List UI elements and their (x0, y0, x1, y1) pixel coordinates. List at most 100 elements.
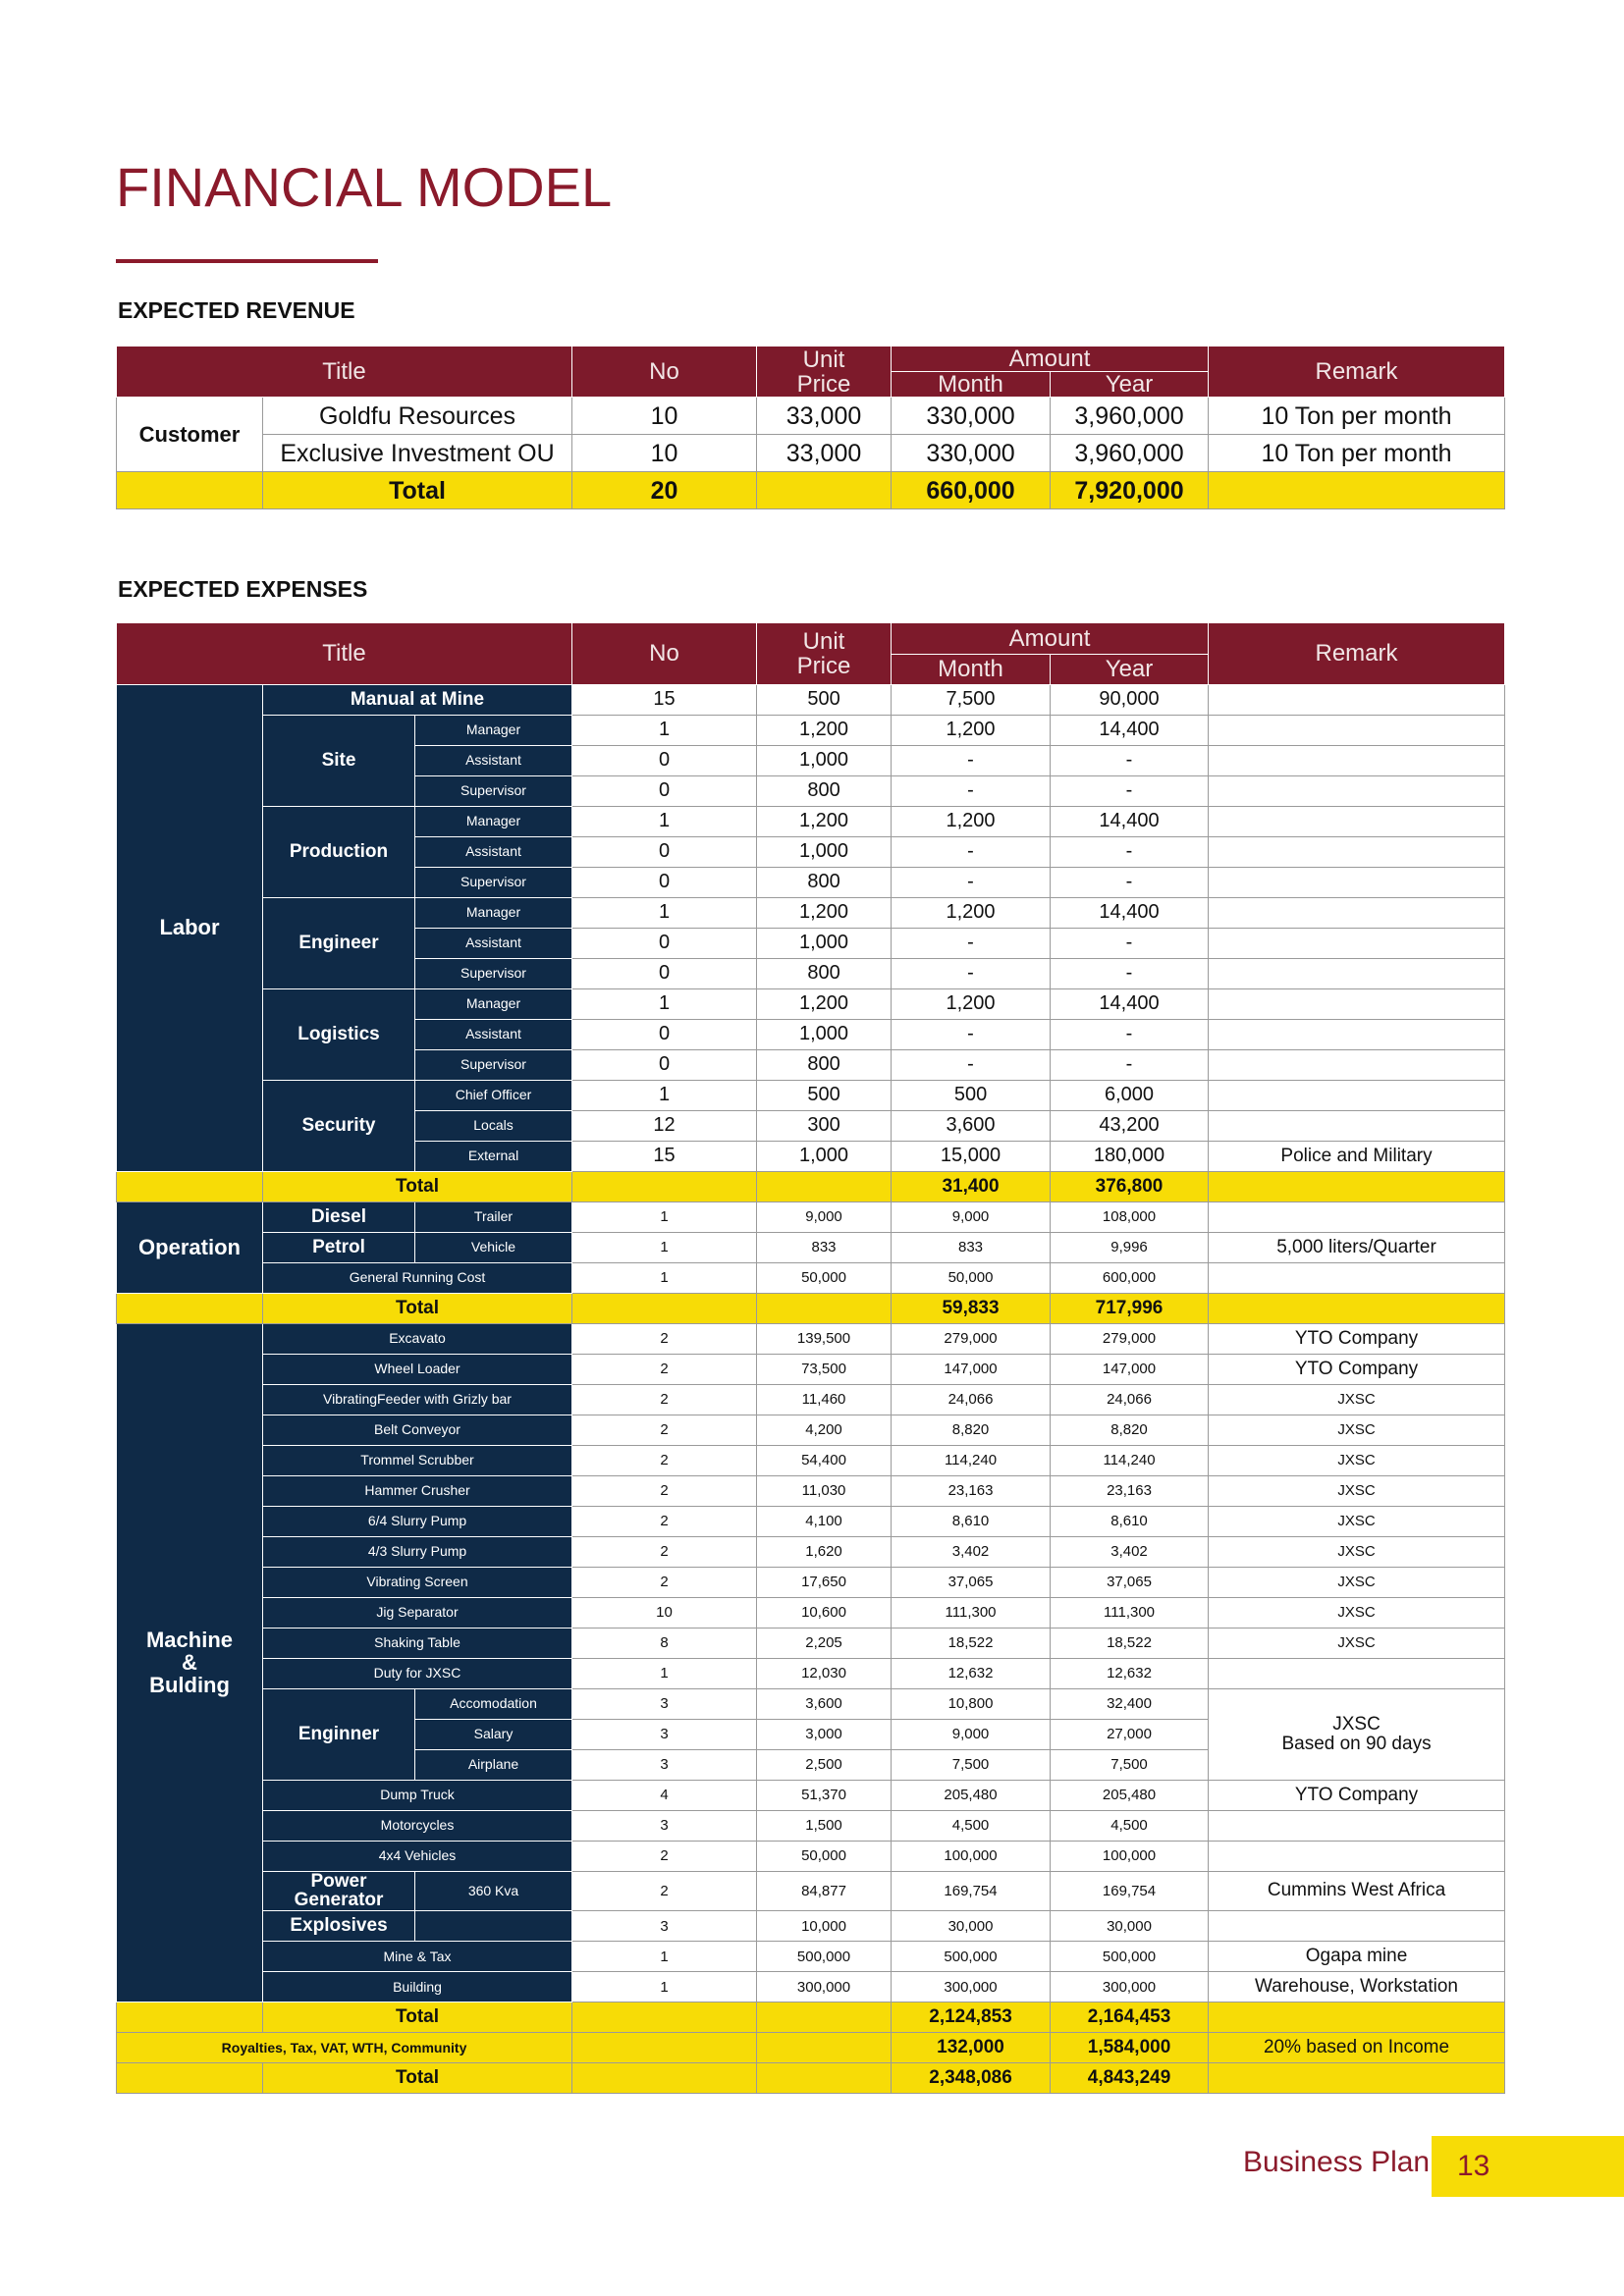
expense-row: VibratingFeeder with Grizly bar 2 11,460 24… (117, 1383, 1506, 1415)
empty-cell (1208, 1018, 1506, 1050)
no-cell: 15 (571, 1140, 758, 1172)
remark-cell: JXSC (1208, 1505, 1506, 1537)
month-cell: 100,000 (891, 1840, 1052, 1872)
expense-row: Engineer Manager 1 1,200 1,200 14,400 (117, 896, 1506, 989)
empty-cell (571, 2002, 758, 2034)
subgroup-cell: Security (262, 1079, 415, 1172)
price-cell: 800 (756, 1048, 893, 1081)
price-cell: 33,000 (756, 434, 893, 473)
year-cell: 8,820 (1050, 1414, 1210, 1446)
title-cell: Exclusive Investment OU (261, 434, 573, 473)
year-cell: 600,000 (1050, 1261, 1210, 1294)
price-cell: 17,650 (756, 1566, 893, 1598)
empty-cell (116, 471, 263, 510)
column-header: Unit Price (756, 623, 893, 685)
expense-row: Motorcycles 3 1,500 4,500 4,500 (117, 1809, 1506, 1842)
group-cell: Customer (116, 397, 263, 473)
total-row: Total 2,348,086 4,843,249 (116, 2062, 1506, 2095)
empty-cell (1208, 805, 1506, 837)
column-header: Month (891, 371, 1052, 399)
expense-row: Supervisor 0 800- - (117, 866, 1506, 898)
month-cell: 1,200 (891, 896, 1052, 929)
month-cell: 31,400 (891, 1170, 1052, 1202)
year-cell: - (1050, 957, 1210, 989)
price-cell: 11,460 (756, 1383, 893, 1415)
empty-cell (756, 1170, 893, 1202)
title-cell: Hammer Crusher (261, 1474, 573, 1507)
expense-row: General Running Cost 1 50,000 50,000 600,000 (117, 1261, 1506, 1294)
year-cell: 169,754 (1050, 1870, 1210, 1912)
month-cell: - (891, 927, 1052, 959)
year-cell: 1,584,000 (1050, 2032, 1210, 2064)
subgroup-cell: Diesel (262, 1201, 415, 1233)
empty-cell (1208, 683, 1506, 716)
year-cell: 717,996 (1050, 1292, 1210, 1324)
revenue-row: Exclusive Investment OU 10 33,000 330,000 3,… (117, 434, 1506, 473)
footer-text: Business Plan (1243, 2146, 1431, 2178)
group-cell: Machine & Bulding (116, 1322, 263, 2003)
subgroup-cell: Site (262, 714, 415, 807)
no-cell: 20 (571, 471, 758, 510)
year-cell: 7,920,000 (1050, 471, 1210, 510)
price-cell: 50,000 (756, 1261, 893, 1294)
column-header: Remark (1208, 623, 1506, 685)
title-cell: Vibrating Screen (261, 1566, 573, 1598)
title-cell: General Running Cost (261, 1261, 573, 1294)
month-cell: 59,833 (891, 1292, 1052, 1324)
price-cell: 9,000 (756, 1201, 893, 1233)
price-cell: 33,000 (756, 397, 893, 436)
expense-row: Power Generator 360 Kva 2 84,877 169,754 169,… (117, 1870, 1506, 1912)
expense-row: Mine & Tax 1 500,000 500,000 500,000 Ogapa mi… (117, 1941, 1506, 1973)
section-heading: EXPECTED REVENUE (118, 297, 355, 323)
year-cell: 6,000 (1050, 1079, 1210, 1111)
column-header: Unit Price (756, 347, 893, 399)
price-cell: 12,030 (756, 1657, 893, 1689)
header-row: Title No Unit Price Amount Remark (115, 347, 1506, 399)
month-cell: 8,820 (891, 1414, 1052, 1446)
month-cell: - (891, 866, 1052, 898)
total-label: Total (261, 2062, 573, 2095)
price-cell: 10,000 (756, 1910, 893, 1943)
title-cell: Excavato (261, 1322, 573, 1355)
no-cell: 0 (571, 927, 758, 959)
no-cell: 2 (571, 1383, 758, 1415)
role-cell: Assistant (413, 744, 573, 776)
month-cell: 3,600 (891, 1109, 1052, 1142)
title-cell: Jig Separator (261, 1596, 573, 1629)
month-cell: - (891, 957, 1052, 989)
subgroup-cell: Explosives (262, 1910, 415, 1943)
price-cell: 139,500 (756, 1322, 893, 1355)
month-cell: 279,000 (891, 1322, 1052, 1355)
expense-row: Production Manager 1 1,200 1,200 14,400 (117, 805, 1506, 898)
price-cell: 1,000 (756, 1018, 893, 1050)
price-cell: 1,620 (756, 1535, 893, 1568)
month-cell: - (891, 774, 1052, 807)
remark-cell: 10 Ton per month (1208, 397, 1506, 436)
year-cell: - (1050, 866, 1210, 898)
role-cell: Manager (413, 988, 573, 1020)
expense-row: 4/3 Slurry Pump 2 1,620 3,402 3,402 JXSC (117, 1535, 1506, 1568)
role-cell: External (413, 1140, 573, 1172)
month-cell: 205,480 (891, 1779, 1052, 1811)
empty-cell (1208, 1109, 1506, 1142)
no-cell: 3 (571, 1809, 758, 1842)
empty-cell (1208, 1840, 1506, 1872)
remark-cell: JXSC (1208, 1383, 1506, 1415)
year-cell: 14,400 (1050, 714, 1210, 746)
empty-cell (571, 2062, 758, 2095)
no-cell: 1 (571, 896, 758, 929)
remark-cell: Ogapa mine (1208, 1941, 1506, 1973)
no-cell: 0 (571, 774, 758, 807)
month-cell: 1,200 (891, 988, 1052, 1020)
price-cell: 11,030 (756, 1474, 893, 1507)
month-cell: 9,000 (891, 1201, 1052, 1233)
total-row: Total 20 660,000 7,920,000 (116, 471, 1506, 510)
month-cell: 1,200 (891, 805, 1052, 837)
empty-cell (756, 471, 893, 510)
empty-cell (1208, 1201, 1506, 1233)
empty-cell (1208, 471, 1506, 510)
price-cell: 1,500 (756, 1809, 893, 1842)
expense-row: Hammer Crusher 2 11,030 23,163 23,163 JXSC (117, 1474, 1506, 1507)
price-cell: 800 (756, 774, 893, 807)
subgroup-cell: Production (262, 805, 415, 898)
